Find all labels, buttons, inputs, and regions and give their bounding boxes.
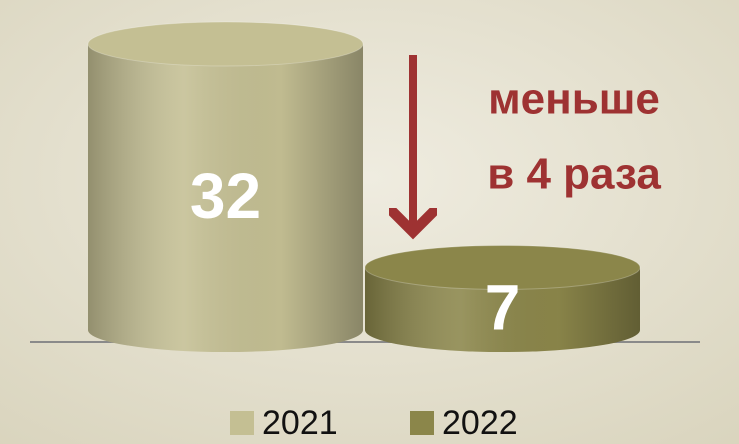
legend-swatch xyxy=(230,411,254,435)
legend-label: 2021 xyxy=(262,404,338,442)
value-label: 32 xyxy=(190,160,261,232)
legend-swatch xyxy=(410,411,434,435)
annotation: меньше xyxy=(488,75,660,124)
cylinder-top xyxy=(87,21,364,67)
cylinder-top xyxy=(364,244,641,290)
value-label: 7 xyxy=(485,272,521,344)
cylinder-shade xyxy=(365,267,640,352)
annotation: в 4 раза xyxy=(487,150,661,199)
legend-label: 2022 xyxy=(442,404,518,442)
cylinder-shade xyxy=(88,44,363,352)
